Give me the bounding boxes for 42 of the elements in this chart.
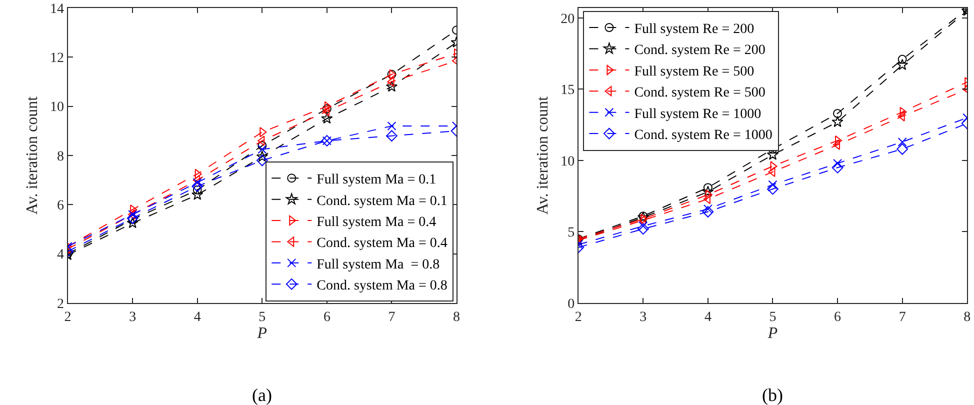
x-tick-label: 6 bbox=[834, 310, 842, 325]
legend-label: Cond. system Re = 1000 bbox=[634, 128, 772, 144]
x-tick-label: 8 bbox=[453, 310, 460, 325]
x-tick-label: 5 bbox=[769, 310, 776, 325]
text: (a) bbox=[252, 385, 272, 405]
legend-label: Cond. system Ma = 0.4 bbox=[316, 236, 448, 252]
legend-label: Cond. system Re = 200 bbox=[634, 43, 766, 58]
y-tick-label: 8 bbox=[56, 149, 64, 164]
x-tick-label: 4 bbox=[194, 310, 201, 325]
legend-label: Full system Ma = 0.4 bbox=[316, 214, 436, 230]
legend-label: Cond. system Ma = 0.1 bbox=[316, 194, 448, 209]
y-tick-label: 10 bbox=[50, 100, 64, 116]
y-tick-label: 6 bbox=[56, 198, 64, 214]
legend-label: Full system Ma = 0.8 bbox=[316, 257, 440, 272]
y-tick-label: 20 bbox=[560, 12, 575, 27]
x-tick-label: 8 bbox=[964, 310, 971, 325]
legend-label: Full system Re = 1000 bbox=[634, 106, 762, 122]
x-axis-title: P bbox=[766, 324, 778, 342]
x-tick-label: 6 bbox=[323, 310, 330, 325]
legend-label: Full system Re = 200 bbox=[634, 22, 754, 38]
y-tick-label: 15 bbox=[560, 83, 575, 98]
x-tick-label: 7 bbox=[898, 310, 906, 325]
y-tick-label: 4 bbox=[56, 248, 64, 263]
legend-label: Full system Re = 500 bbox=[634, 64, 754, 80]
y-axis-title: Av. iteration count bbox=[534, 96, 552, 215]
x-tick-label: 3 bbox=[129, 310, 136, 325]
y-tick-label: 12 bbox=[50, 51, 64, 66]
x-axis-title: P bbox=[256, 324, 268, 342]
y-tick-label: 14 bbox=[50, 2, 64, 17]
legend-label: Full system Ma = 0.1 bbox=[316, 172, 436, 188]
y-axis-title: Av. iteration count bbox=[24, 96, 41, 215]
text: (b) bbox=[762, 385, 783, 405]
x-tick-label: 4 bbox=[704, 310, 712, 325]
y-tick-label: 10 bbox=[560, 154, 575, 170]
x-tick-label: 5 bbox=[258, 310, 266, 325]
y-tick-label: 5 bbox=[568, 226, 575, 241]
legend-label: Cond. system Ma = 0.8 bbox=[316, 278, 448, 294]
x-tick-label: 7 bbox=[388, 310, 396, 325]
y-tick-label: 2 bbox=[56, 296, 64, 312]
y-tick-label: 0 bbox=[568, 296, 575, 312]
x-tick-label: 3 bbox=[640, 310, 647, 325]
legend-label: Cond. system Re = 500 bbox=[634, 86, 766, 101]
